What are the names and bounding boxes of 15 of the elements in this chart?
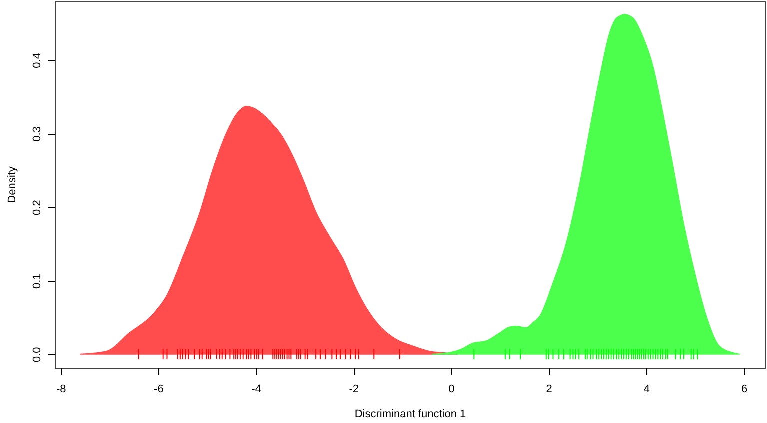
y-tick-label: 0.0 <box>32 347 44 363</box>
y-tick-label: 0.1 <box>32 274 44 289</box>
x-axis-title: Discriminant function 1 <box>354 408 466 420</box>
x-tick-label: 6 <box>741 384 748 396</box>
y-tick-label: 0.2 <box>32 200 44 216</box>
x-tick-label: -4 <box>252 384 262 396</box>
y-tick-label: 0.3 <box>32 126 44 142</box>
y-axis-title: Density <box>6 166 18 204</box>
x-tick-label: 0 <box>448 384 455 396</box>
x-tick-label: -6 <box>154 384 164 396</box>
x-tick-label: 4 <box>644 384 650 396</box>
y-tick-label: 0.4 <box>32 53 44 68</box>
x-tick-label: 2 <box>546 384 552 396</box>
x-tick-label: -2 <box>349 384 360 396</box>
x-tick-label: -8 <box>56 384 66 396</box>
